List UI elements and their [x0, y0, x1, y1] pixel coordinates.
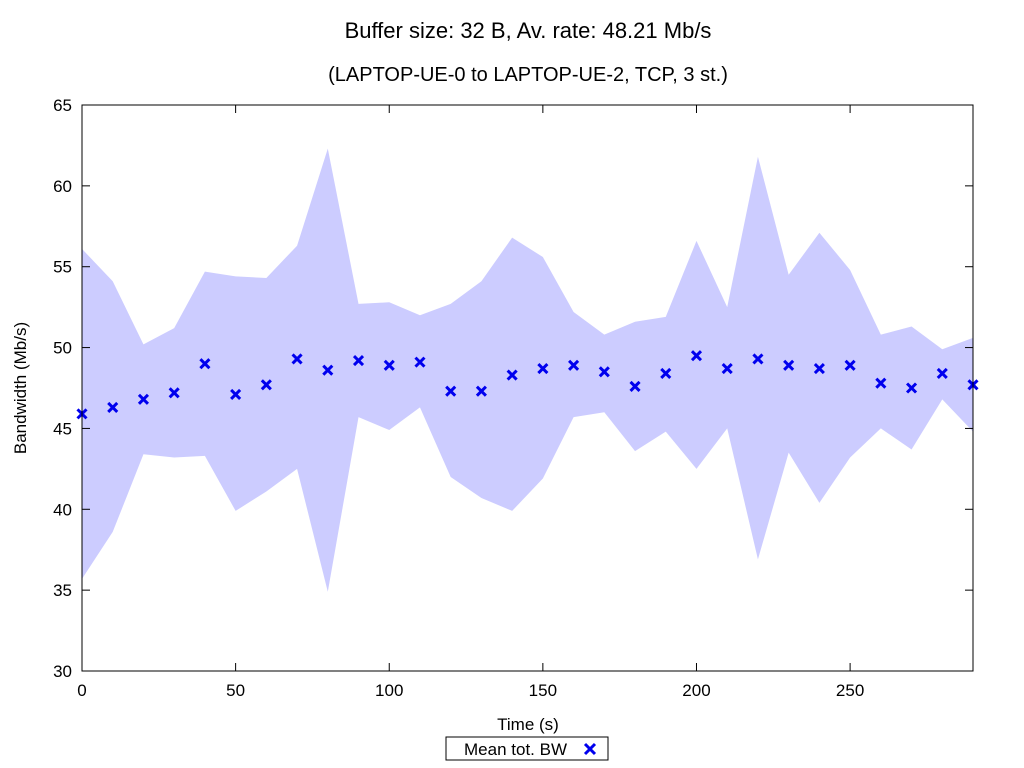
data-point [260, 379, 272, 391]
data-point [875, 377, 887, 389]
x-axis-label: Time (s) [497, 715, 559, 734]
data-point [352, 354, 365, 367]
y-tick-label: 35 [53, 581, 72, 600]
data-point [230, 388, 242, 401]
data-point [752, 353, 764, 365]
x-tick-label: 200 [682, 681, 710, 700]
x-tick-label: 50 [226, 681, 245, 700]
data-point [168, 387, 180, 399]
data-point [690, 350, 703, 362]
x-tick-label: 0 [77, 681, 86, 700]
y-tick-label: 55 [53, 258, 72, 277]
y-axis-label: Bandwidth (Mb/s) [11, 322, 30, 454]
y-tick-label: 40 [53, 500, 72, 519]
data-point [598, 366, 610, 378]
legend-box [445, 736, 609, 761]
legend-label: Mean tot. BW [464, 740, 567, 759]
data-point [322, 364, 334, 376]
data-point [199, 358, 211, 370]
y-tick-label: 30 [53, 662, 72, 681]
data-point [445, 385, 457, 397]
data-point [537, 363, 549, 375]
data-point [137, 393, 150, 405]
data-point [107, 401, 119, 413]
data-point [568, 359, 580, 371]
data-point [783, 359, 795, 371]
y-tick-label: 50 [53, 339, 72, 358]
data-point [414, 356, 426, 368]
data-point [905, 382, 918, 394]
legend-marker-icon [583, 742, 597, 756]
x-tick-label: 100 [375, 681, 403, 700]
data-point [291, 353, 303, 365]
data-point [475, 385, 487, 397]
y-tick-label: 45 [53, 419, 72, 438]
data-point [721, 363, 733, 375]
plot-frame [81, 104, 974, 672]
data-point [844, 359, 856, 371]
data-point [506, 369, 518, 381]
chart-subtitle: (LAPTOP-UE-0 to LAPTOP-UE-2, TCP, 3 st.) [328, 64, 728, 86]
x-tick-label: 250 [836, 681, 864, 700]
axis-ticks: 0 50 100 150 200 250 30 35 40 45 50 55 60 65 [53, 96, 973, 700]
data-point [936, 367, 948, 380]
confidence-band-layer [82, 148, 973, 592]
data-point [629, 380, 641, 392]
data-point [383, 359, 395, 371]
chart-title: Buffer size: 32 B, Av. rate: 48.21 Mb/s [345, 18, 712, 43]
y-tick-label: 60 [53, 177, 72, 196]
data-point [813, 363, 825, 375]
x-tick-label: 150 [529, 681, 557, 700]
data-point [660, 367, 672, 380]
legend: Mean tot. BW [445, 736, 609, 761]
confidence-band [82, 148, 973, 592]
y-tick-label: 65 [53, 96, 72, 115]
